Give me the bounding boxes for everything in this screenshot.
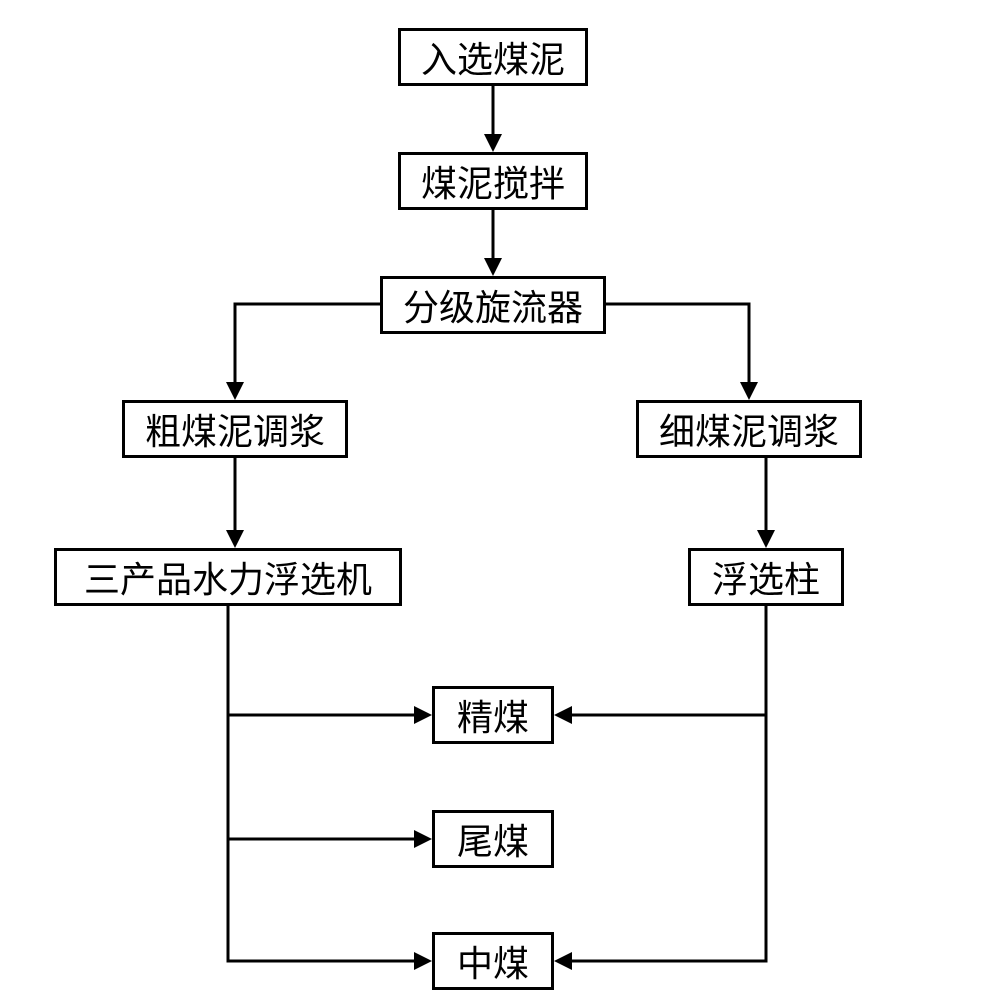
flow-node-label: 入选煤泥 <box>421 31 565 83</box>
flow-node-n8: 精煤 <box>432 686 554 744</box>
flow-node-label: 中煤 <box>457 935 529 987</box>
flow-node-label: 浮选柱 <box>712 551 820 603</box>
flow-node-n7: 浮选柱 <box>688 548 844 606</box>
flow-node-label: 三产品水力浮选机 <box>84 551 372 603</box>
flow-node-label: 尾煤 <box>457 813 529 865</box>
flow-node-n1: 入选煤泥 <box>398 28 588 86</box>
flow-node-n9: 尾煤 <box>432 810 554 868</box>
flow-edge <box>226 458 244 548</box>
flow-node-n2: 煤泥搅拌 <box>398 152 588 210</box>
flow-node-label: 粗煤泥调浆 <box>145 403 325 455</box>
flow-node-label: 煤泥搅拌 <box>421 155 565 207</box>
flow-node-label: 分级旋流器 <box>403 279 583 331</box>
flow-node-n5: 细煤泥调浆 <box>636 400 862 458</box>
flow-edge <box>228 606 432 724</box>
flow-node-n4: 粗煤泥调浆 <box>122 400 348 458</box>
flow-node-label: 细煤泥调浆 <box>659 403 839 455</box>
flow-edge <box>757 458 775 548</box>
flow-edge <box>606 304 758 400</box>
flow-edge <box>554 606 766 724</box>
flow-edge <box>228 715 432 848</box>
flow-edge <box>226 304 380 400</box>
flow-edge <box>554 715 766 970</box>
flow-node-n6: 三产品水力浮选机 <box>54 548 402 606</box>
flow-edge <box>484 86 502 152</box>
flow-edge <box>228 839 432 970</box>
flow-node-n3: 分级旋流器 <box>380 276 606 334</box>
flow-node-label: 精煤 <box>457 689 529 741</box>
flow-node-n10: 中煤 <box>432 932 554 990</box>
flow-edge <box>484 210 502 276</box>
